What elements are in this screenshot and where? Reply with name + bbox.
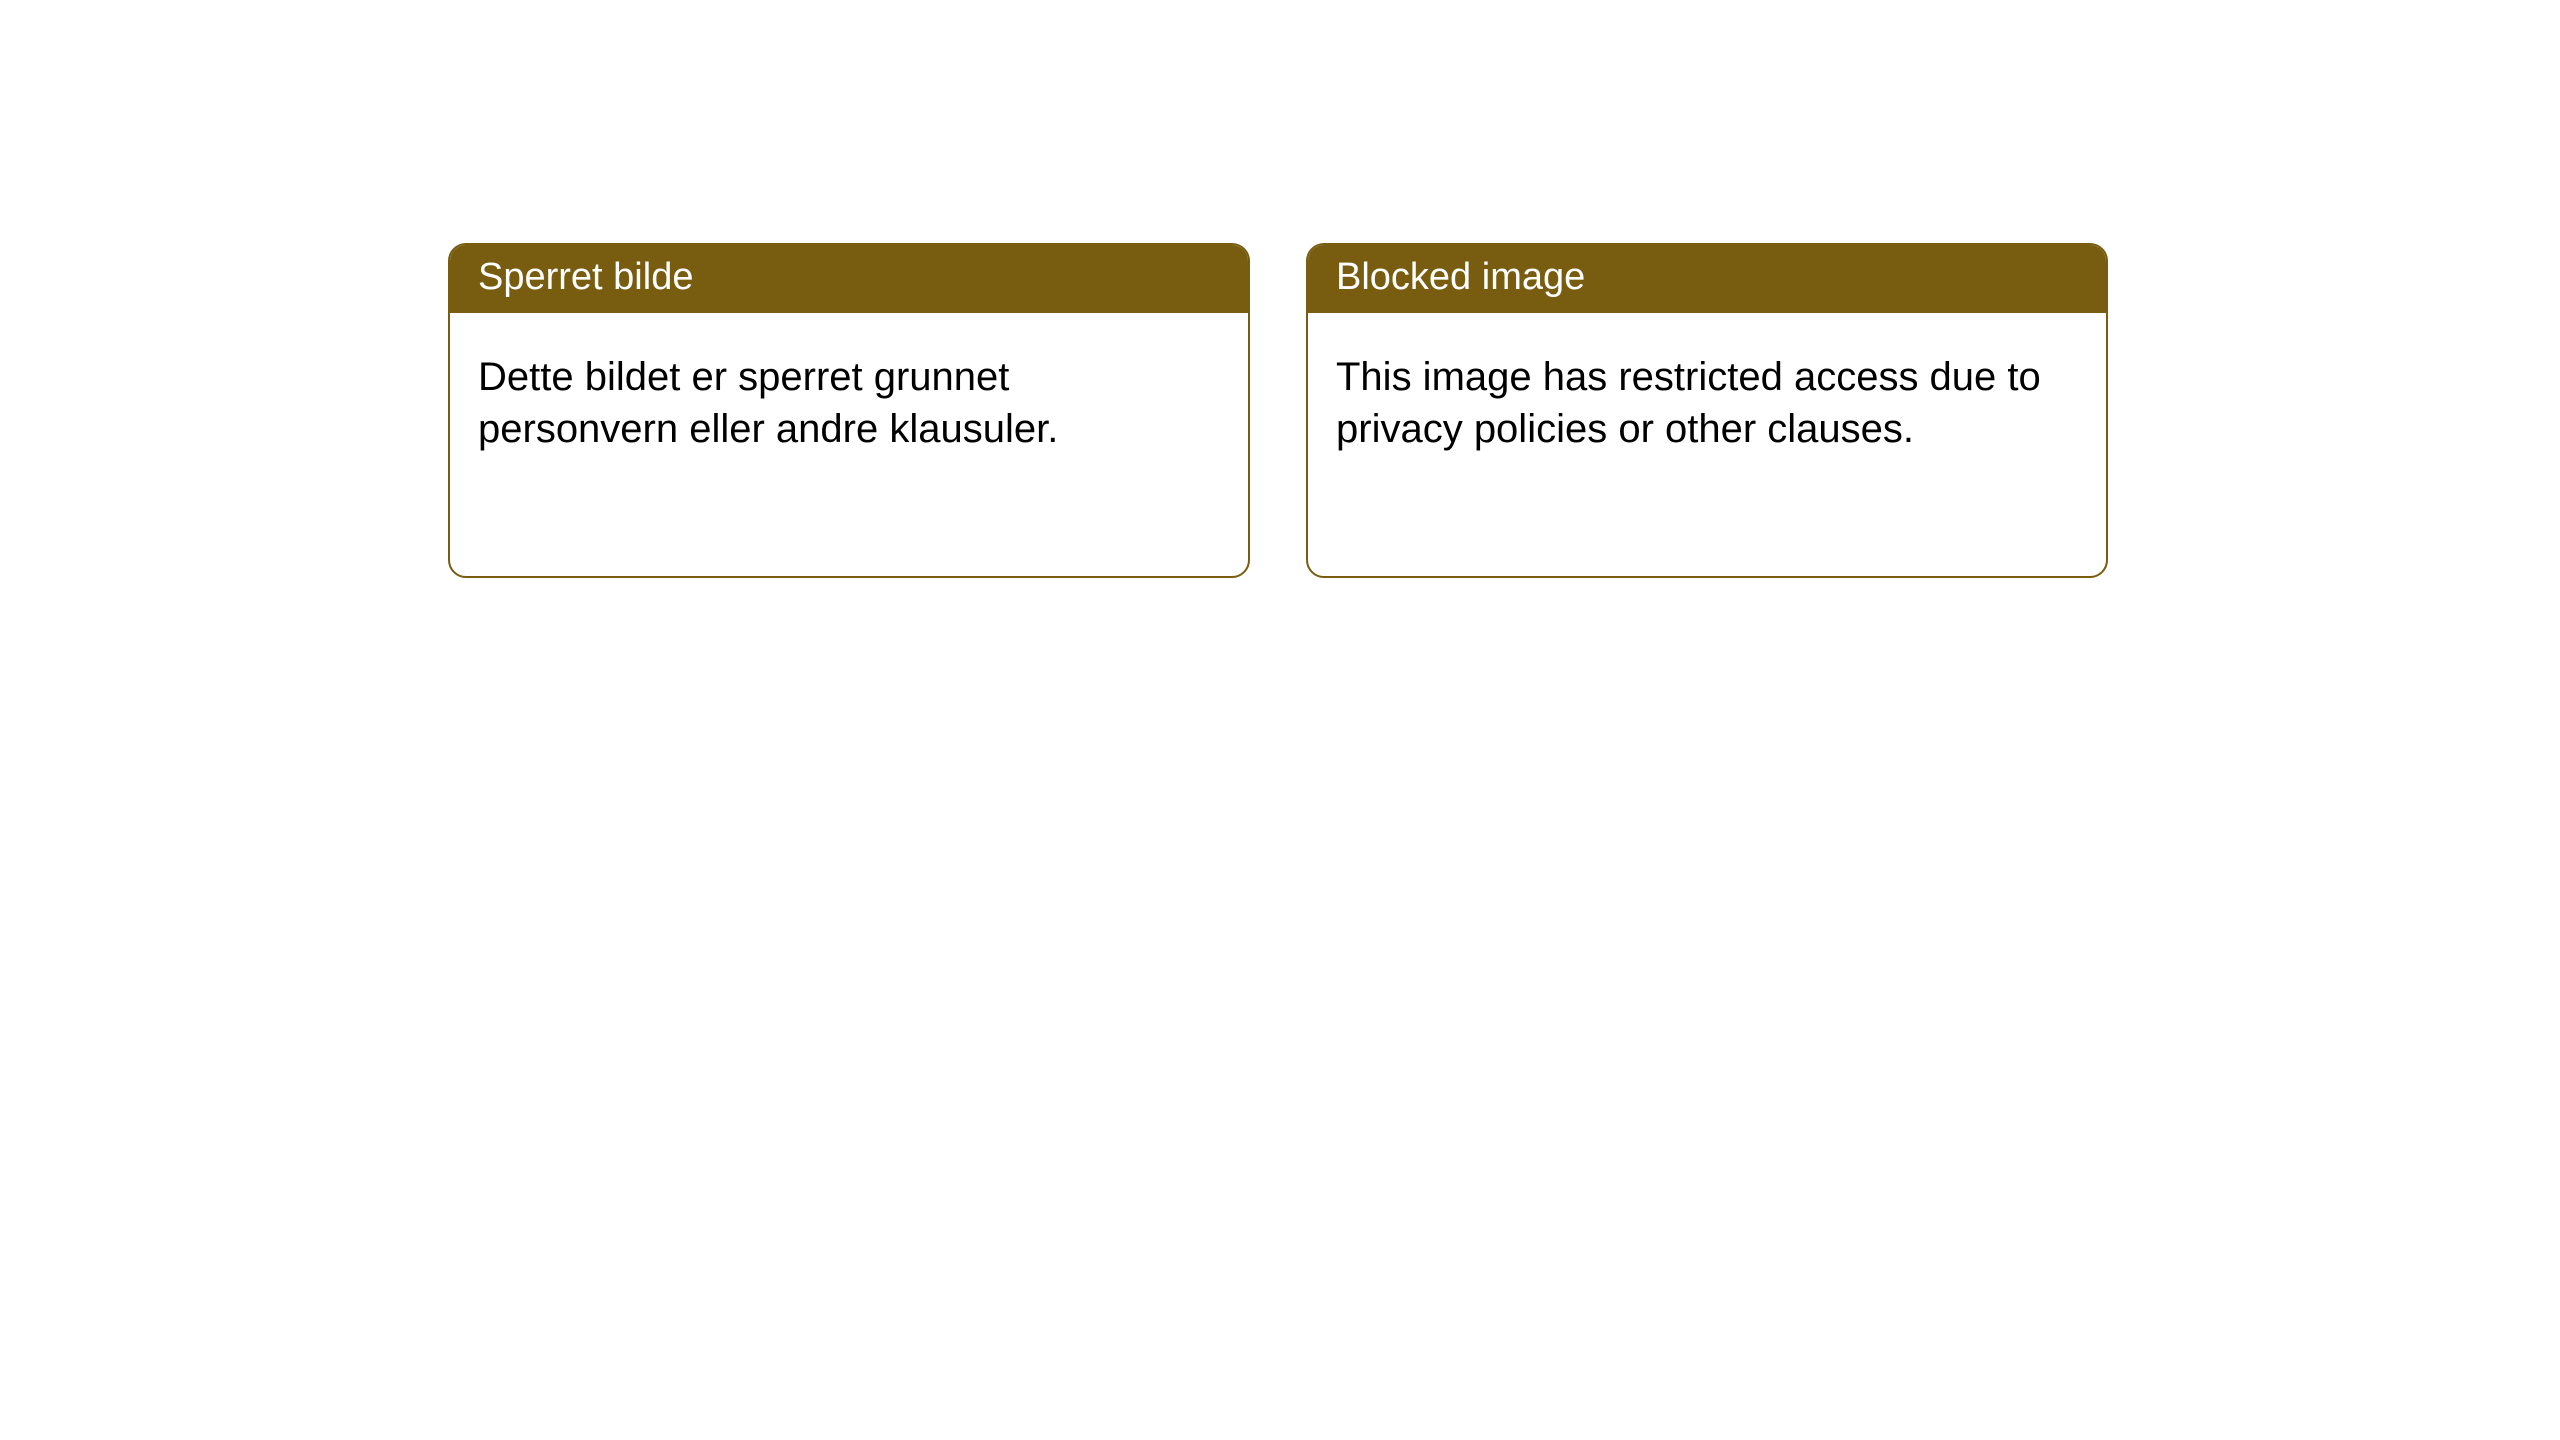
notice-body-no: Dette bildet er sperret grunnet personve… xyxy=(450,313,1248,483)
notice-card-en: Blocked image This image has restricted … xyxy=(1306,243,2108,578)
notice-container: Sperret bilde Dette bildet er sperret gr… xyxy=(0,0,2560,578)
notice-body-en: This image has restricted access due to … xyxy=(1308,313,2106,483)
notice-title-en: Blocked image xyxy=(1308,245,2106,313)
notice-title-no: Sperret bilde xyxy=(450,245,1248,313)
notice-card-no: Sperret bilde Dette bildet er sperret gr… xyxy=(448,243,1250,578)
